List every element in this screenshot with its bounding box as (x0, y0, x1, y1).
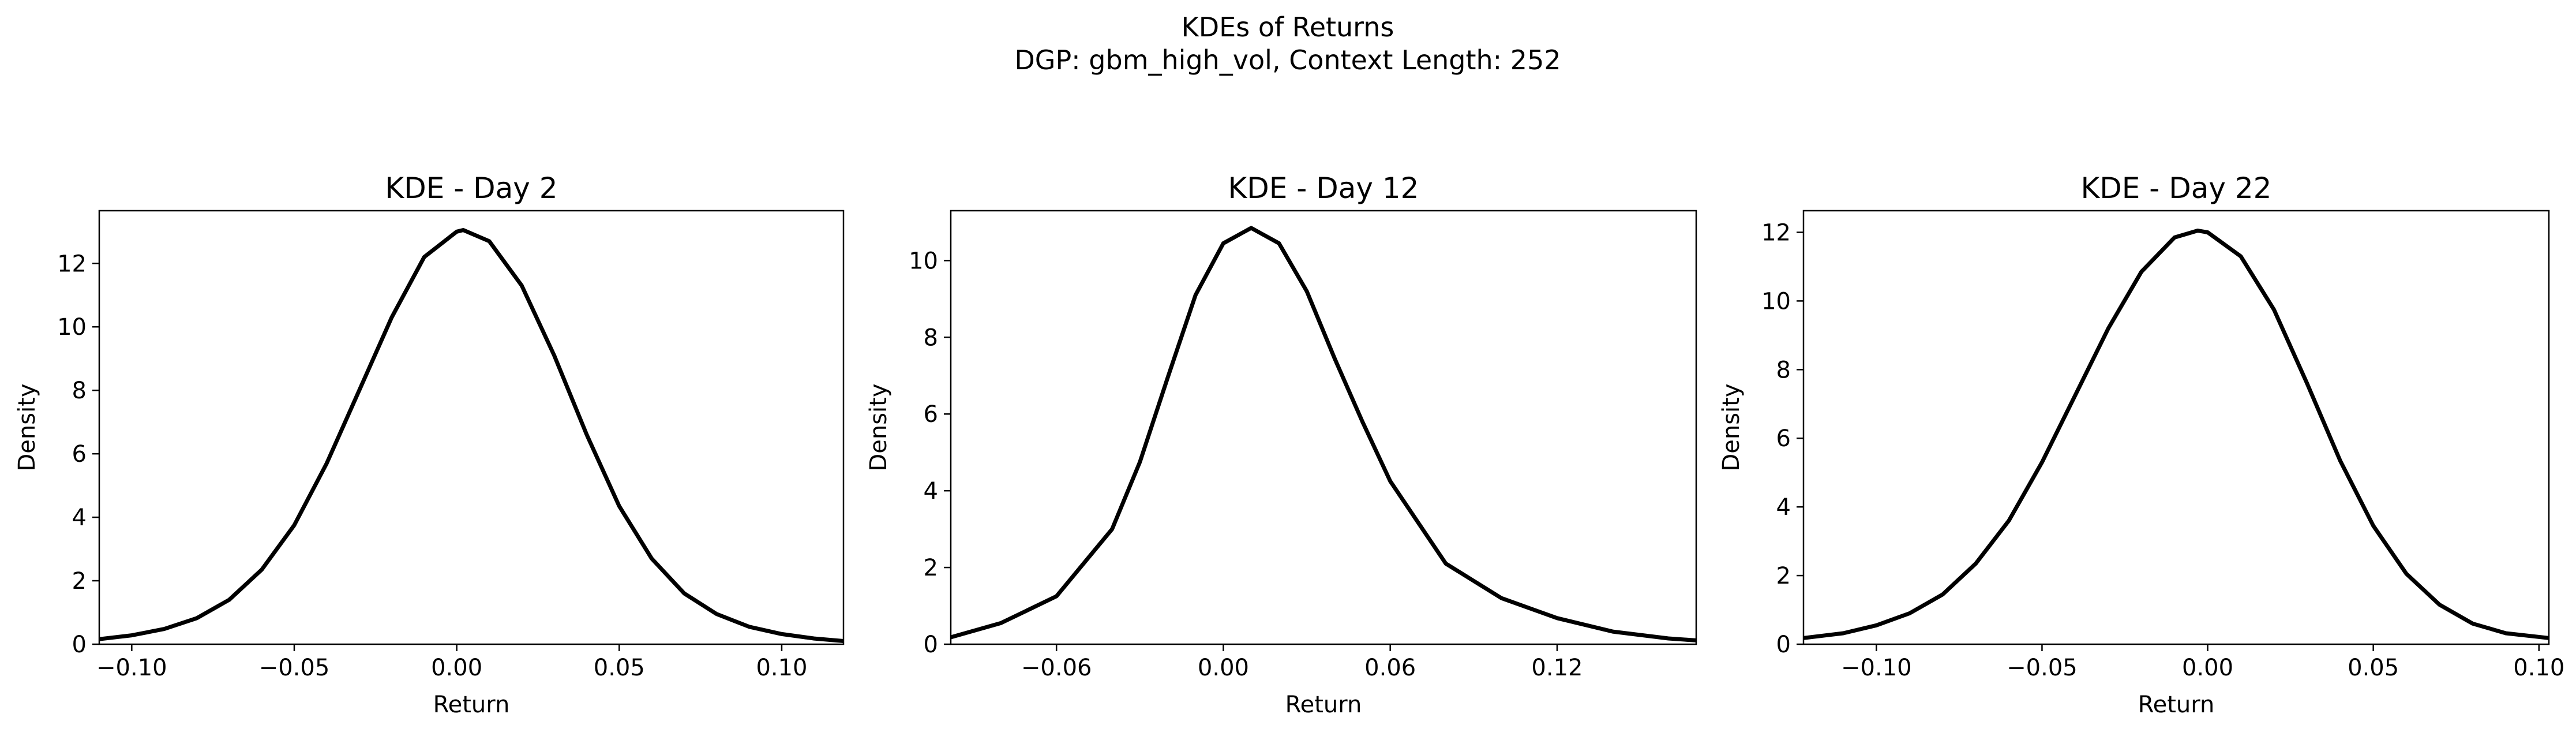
y-tick-label: 8 (1776, 357, 1791, 383)
x-tick-label: 0.10 (756, 655, 807, 681)
x-axis-label: Return (433, 692, 510, 718)
x-tick-label: 0.12 (1531, 655, 1583, 681)
x-tick-label: −0.05 (2007, 655, 2078, 681)
x-tick-label: −0.05 (259, 655, 330, 681)
x-tick-label: 0.00 (431, 655, 482, 681)
x-tick-label: 0.00 (2182, 655, 2233, 681)
y-tick-label: 4 (1776, 494, 1791, 521)
x-axis-label: Return (2138, 692, 2215, 718)
x-axis-label: Return (1285, 692, 1362, 718)
x-tick-label: −0.10 (1841, 655, 1912, 681)
y-tick-label: 6 (1776, 425, 1791, 452)
y-tick-label: 10 (57, 314, 87, 341)
y-tick-label: 6 (72, 441, 87, 468)
y-tick-label: 10 (909, 248, 938, 274)
y-tick-label: 2 (72, 568, 87, 595)
kde-panel-day-12: −0.06 0.00 0.06 0.12 0 2 4 6 8 10 KDE - Day 12 Retu… (865, 171, 1697, 718)
y-tick-label: 4 (924, 478, 938, 505)
y-axis-label: Density (1718, 383, 1745, 471)
x-tick-label: 0.06 (1364, 655, 1416, 681)
panel-title: KDE - Day 2 (385, 171, 557, 205)
axes-frame (1802, 210, 2550, 645)
y-tick-label: 8 (72, 378, 87, 404)
x-tick-label: 0.10 (2513, 655, 2564, 681)
panel-title: KDE - Day 12 (1228, 171, 1419, 205)
axes-frame (98, 210, 845, 645)
x-tick-label: −0.10 (96, 655, 167, 681)
y-tick-label: 0 (72, 632, 87, 658)
kde-curve-series-0 (950, 226, 1697, 642)
y-axis-label: Density (865, 383, 892, 471)
y-tick-label: 2 (924, 555, 938, 581)
y-tick-label: 0 (1776, 632, 1791, 658)
kde-panel-day-2: −0.10 −0.05 0.00 0.05 0.10 0 2 4 6 8 10 12 KDE - Day… (14, 171, 845, 718)
y-tick-label: 0 (924, 632, 938, 658)
y-tick-label: 4 (72, 505, 87, 531)
y-tick-label: 2 (1776, 563, 1791, 589)
kde-curve-series-0 (99, 228, 844, 643)
y-tick-label: 8 (924, 324, 938, 351)
figure-title-line-2: DGP: gbm_high_vol, Context Length: 252 (1014, 44, 1561, 76)
kde-curve-series-0 (1803, 229, 2549, 640)
axes-frame (950, 210, 1697, 645)
y-tick-label: 10 (1761, 288, 1791, 315)
x-tick-label: 0.05 (594, 655, 645, 681)
x-tick-label: −0.06 (1021, 655, 1092, 681)
y-tick-label: 12 (1761, 219, 1791, 246)
y-tick-label: 6 (924, 401, 938, 428)
y-axis-label: Density (14, 383, 40, 471)
kde-panel-day-22: −0.10 −0.05 0.00 0.05 0.10 0 2 4 6 8 10 12 KDE - Day… (1718, 171, 2564, 718)
y-tick-label: 12 (57, 251, 87, 277)
x-tick-label: 0.00 (1198, 655, 1249, 681)
x-tick-label: 0.05 (2348, 655, 2399, 681)
figure-title-line-1: KDEs of Returns (1182, 12, 1394, 43)
panel-title: KDE - Day 22 (2081, 171, 2272, 205)
